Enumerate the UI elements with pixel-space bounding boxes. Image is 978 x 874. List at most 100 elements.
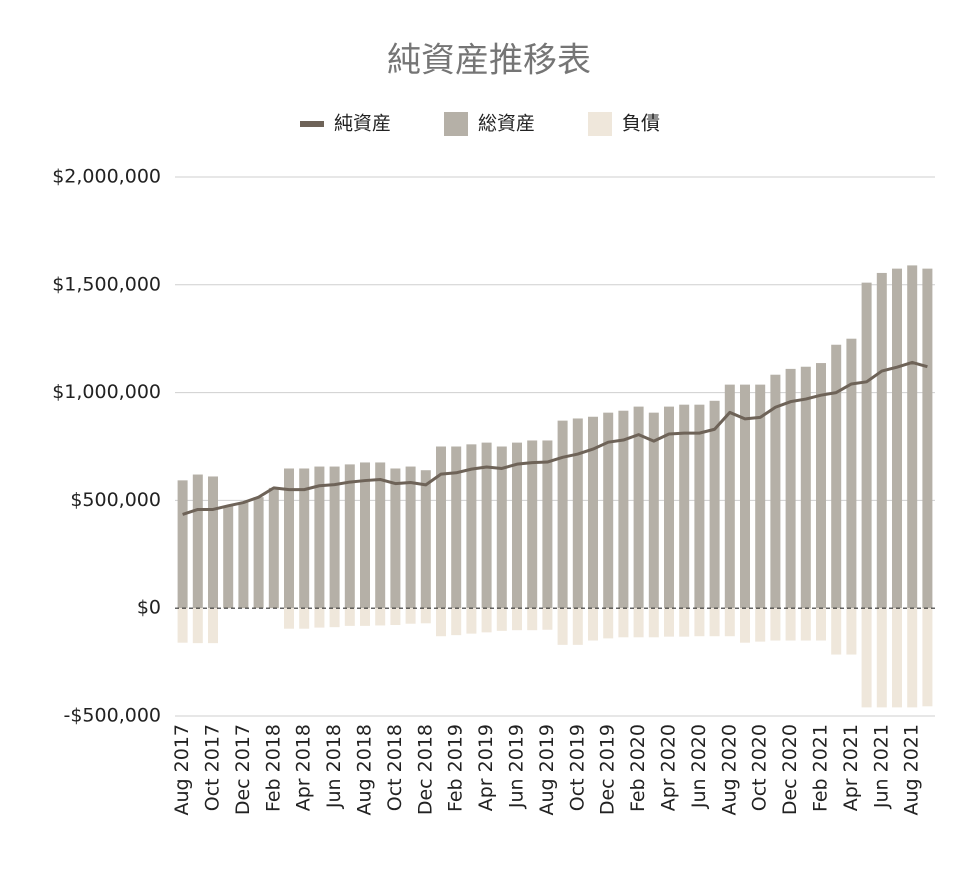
x-tick-label: Aug 2019 [536,724,558,816]
bar [405,608,416,624]
bar [846,338,857,609]
bar [451,608,462,636]
bar [344,464,355,609]
bar [679,608,690,637]
bar [618,608,629,638]
bar [694,608,705,637]
bar [481,442,492,609]
bar [907,608,918,708]
bar [284,608,294,629]
bar [588,416,598,609]
x-tick-label: Feb 2018 [262,724,284,812]
x-tick-label: Dec 2020 [779,724,801,815]
bar [405,466,416,609]
bar [876,608,887,708]
bar [375,462,386,609]
bar [192,608,203,644]
bar [527,440,538,609]
bar [679,404,690,609]
bar [922,608,933,707]
bar [603,412,614,609]
x-tick-label: Jun 2018 [323,724,345,809]
legend-label: 負債 [622,113,660,135]
bar [512,442,522,609]
bar [755,608,766,642]
x-tick-label: Aug 2020 [718,724,740,816]
bar [496,446,507,609]
bar [755,384,766,609]
bar [770,374,781,609]
bar [831,608,842,655]
bar [329,466,340,609]
bar [664,608,674,637]
bar [299,608,310,629]
bar [299,468,310,609]
x-tick-label: Oct 2018 [384,724,406,811]
x-tick-label: Aug 2018 [354,724,376,816]
legend-swatch [300,121,324,127]
x-tick-label: Feb 2019 [445,724,467,812]
legend-swatch [444,112,468,136]
bar [861,608,872,708]
bar [436,446,446,609]
bar [208,608,218,644]
bar [466,608,477,634]
x-tick-label: Jun 2021 [870,724,892,809]
bar [360,608,370,626]
bar [648,412,659,609]
bar [892,608,902,708]
bar [709,400,720,609]
bar [192,474,203,609]
bar [588,608,598,641]
bar [466,444,477,609]
bar [861,282,872,609]
bar [284,468,294,609]
y-tick-label: $1,500,000 [52,273,161,295]
x-tick-label: Feb 2020 [627,724,649,812]
bar [268,487,279,609]
chart-title: 純資産推移表 [387,41,591,81]
bar [740,384,750,609]
bar [314,466,325,609]
y-tick-label: $500,000 [70,489,161,511]
bar [572,608,583,645]
bar [664,406,674,609]
x-tick-label: Dec 2017 [232,724,254,815]
x-tick-label: Jun 2020 [688,724,710,809]
bar [800,608,811,641]
bar [436,608,446,637]
x-tick-label: Apr 2018 [293,724,315,811]
y-tick-label: -$500,000 [63,705,161,727]
bar [390,608,401,626]
x-tick-label: Feb 2021 [810,724,832,812]
bar [223,505,234,609]
x-tick-label: Apr 2021 [840,724,862,811]
legend-swatch [588,112,612,136]
bar [420,608,431,624]
bar [816,608,826,641]
bar [785,608,796,641]
bar [360,462,370,609]
x-tick-label: Apr 2019 [475,724,497,811]
bar [633,608,644,638]
x-tick-label: Apr 2020 [658,724,680,811]
bar [177,608,188,643]
bar [527,608,538,631]
bar [557,420,568,609]
y-tick-label: $1,000,000 [52,381,161,403]
bar [177,480,188,609]
bar [770,608,781,641]
bar [420,470,431,609]
bar [816,363,826,609]
x-tick-label: Dec 2018 [414,724,436,815]
bar [512,608,522,631]
bar [451,446,462,609]
bar [314,608,325,628]
bar [557,608,568,645]
bar [846,608,857,655]
bar [800,366,811,609]
x-tick-label: Oct 2019 [566,724,588,811]
bar [496,608,507,631]
legend-label: 純資産 [334,113,391,135]
